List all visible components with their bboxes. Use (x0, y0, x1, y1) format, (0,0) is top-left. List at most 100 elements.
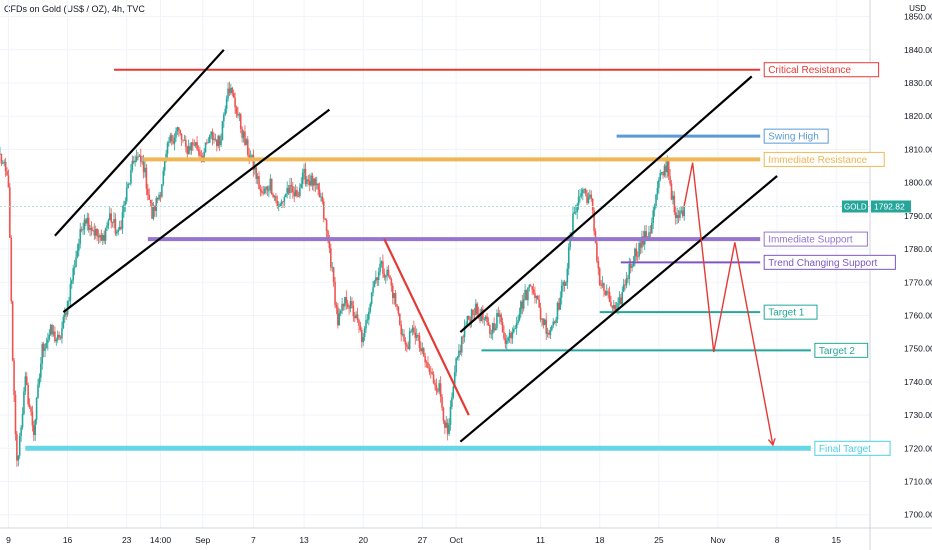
candle-body (372, 287, 374, 293)
candle-body (124, 201, 127, 205)
candle-body (532, 289, 535, 294)
candle-body (552, 321, 555, 326)
candle-body (231, 87, 234, 94)
candle-body (477, 313, 480, 315)
candle-body (368, 311, 370, 320)
candle-body (325, 219, 328, 231)
candle-body (572, 213, 574, 234)
time-tick-label: 20 (358, 535, 368, 545)
candle-body (407, 346, 410, 349)
candle-body (158, 194, 160, 200)
candle-body (322, 201, 325, 219)
candle-body (35, 397, 38, 420)
candle-body (498, 314, 501, 317)
candle-body (31, 411, 34, 426)
candle-body (114, 219, 117, 234)
candle-body (313, 178, 315, 186)
candle-body (10, 237, 13, 302)
candle-body (603, 283, 605, 291)
candle-body (286, 187, 288, 194)
candle-body (61, 328, 63, 339)
candle-body (159, 194, 162, 197)
candle-body (3, 161, 6, 163)
candle-body (482, 309, 484, 320)
candle-body (358, 320, 360, 326)
candle-body (304, 168, 307, 185)
projection-arrowhead (767, 438, 776, 447)
candle-body (106, 225, 108, 229)
candle-body (49, 325, 52, 335)
candle-body (673, 195, 676, 213)
candle-body (311, 175, 314, 186)
candle-body (438, 383, 441, 392)
candle-body (539, 307, 542, 320)
candle-body (380, 261, 383, 264)
candle-body (649, 232, 652, 234)
candle-body (269, 178, 272, 191)
candle-body (335, 304, 338, 308)
candle-body (469, 319, 471, 323)
candle-body (629, 263, 632, 268)
candle-body (52, 331, 55, 335)
candle-body (504, 338, 507, 344)
candle-body (40, 363, 42, 378)
candle-body (32, 425, 35, 435)
candle-body (679, 210, 681, 218)
candle-body (2, 162, 4, 164)
candle-body (475, 303, 477, 316)
candle-body (252, 155, 255, 170)
candle-body (341, 303, 343, 311)
candle-body (207, 142, 210, 144)
candle-body (321, 196, 324, 202)
candle-body (535, 295, 538, 298)
candle-body (72, 268, 75, 281)
candle-body (97, 236, 100, 238)
candle-body (370, 292, 373, 304)
price-tick-label: 1700.00 (904, 510, 932, 520)
candle-body (576, 204, 578, 212)
candle-body (634, 248, 636, 262)
candle-body (262, 192, 265, 194)
candle-body (674, 212, 677, 219)
candle-body (559, 297, 562, 310)
candle-body (314, 178, 317, 185)
candle-body (390, 279, 393, 286)
candle-body (414, 332, 417, 338)
candle-body (494, 328, 497, 331)
candle-body (428, 368, 431, 372)
candle-body (245, 139, 248, 145)
candle-body (597, 261, 600, 269)
price-tick-label: 1760.00 (904, 310, 932, 320)
candle-body (284, 193, 287, 197)
candle-body (601, 283, 604, 286)
candle-body (489, 325, 491, 334)
candle-body (342, 303, 345, 307)
candle-body (393, 293, 395, 298)
candle-body (496, 313, 498, 329)
candle-body (282, 201, 284, 203)
candle-body (459, 350, 462, 353)
candle-body (289, 185, 291, 194)
candle-body (86, 217, 89, 224)
candle-body (593, 210, 595, 232)
candle-body (110, 213, 113, 223)
candle-body (441, 396, 443, 408)
candle-body (669, 176, 671, 184)
candle-body (534, 293, 536, 298)
candle-body (590, 194, 593, 199)
candle-body (113, 219, 115, 223)
candle-body (404, 341, 407, 345)
time-tick-label: 9 (6, 535, 11, 545)
candle-body (147, 188, 149, 195)
candle-body (218, 135, 221, 146)
candle-body (299, 187, 301, 197)
candle-body (82, 229, 84, 231)
candle-body (394, 293, 397, 305)
candle-body (154, 206, 156, 211)
candle-body (235, 107, 238, 114)
candle-body (149, 199, 152, 203)
candle-body (241, 128, 243, 138)
candle-body (214, 138, 217, 140)
